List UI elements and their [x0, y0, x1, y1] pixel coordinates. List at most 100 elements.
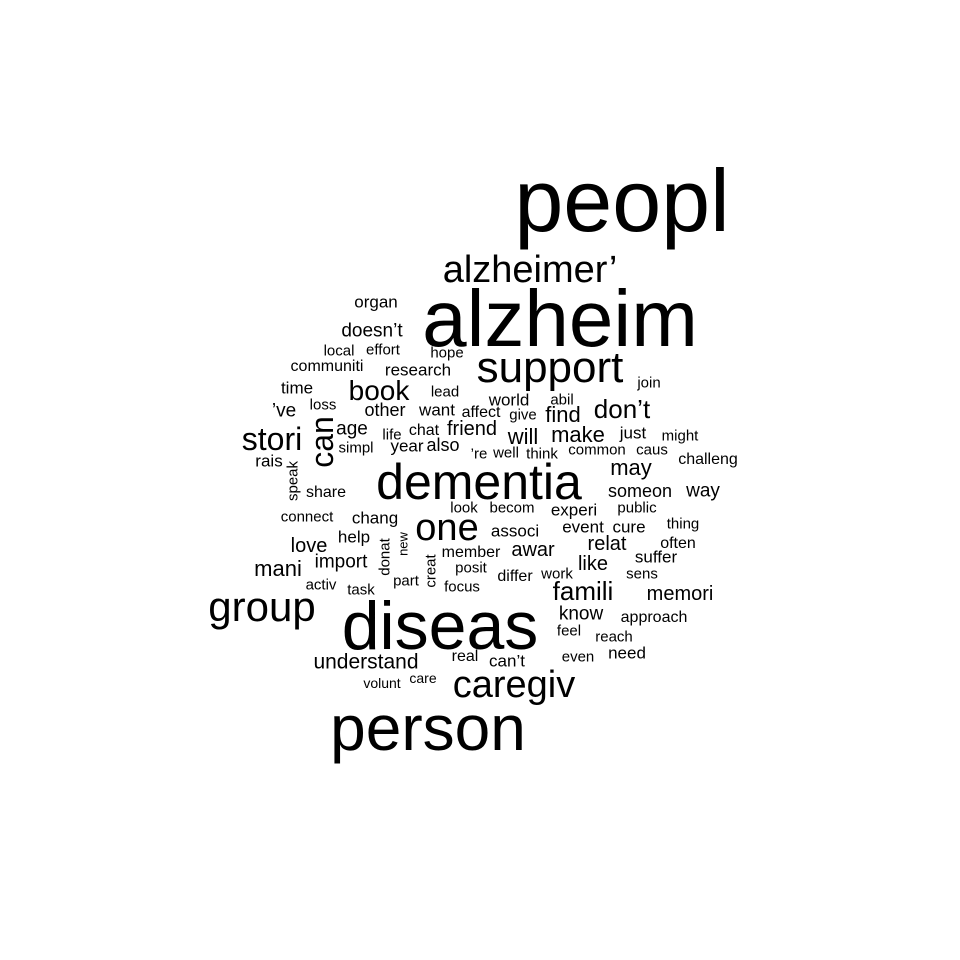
word-will: will: [507, 424, 539, 449]
word-differ: differ: [497, 568, 533, 585]
word-challeng: challeng: [678, 451, 738, 468]
word-work: work: [541, 565, 573, 583]
word-effort: effort: [366, 341, 400, 359]
word-way: way: [686, 480, 720, 502]
word-member: member: [441, 544, 501, 561]
word-world: world: [488, 390, 530, 410]
word-experi: experi: [550, 500, 598, 520]
word-look: look: [450, 499, 478, 517]
word-local: local: [323, 342, 355, 360]
word-feel: feel: [556, 622, 582, 640]
word-one: one: [415, 507, 479, 549]
word-mani: mani: [254, 556, 302, 581]
word-diseas: diseas: [341, 588, 539, 664]
word-time: time: [280, 378, 314, 398]
word-chang: chang: [351, 508, 399, 528]
word-chat: chat: [408, 422, 440, 439]
word-task: task: [347, 581, 375, 599]
word-need: need: [608, 643, 646, 663]
word-make: make: [551, 422, 605, 447]
word-caus: caus: [636, 441, 668, 459]
word-reach: reach: [595, 628, 633, 646]
word-alzheimer: alzheimer’: [442, 249, 618, 291]
word-import: import: [314, 551, 368, 573]
word-lead: lead: [430, 383, 460, 401]
word-join: join: [637, 374, 661, 392]
word-research: research: [384, 360, 452, 380]
word-affect: affect: [461, 404, 501, 421]
word-volunt: volunt: [363, 675, 401, 691]
word-donat: donat: [376, 538, 394, 576]
word-understand: understand: [313, 650, 419, 674]
word-cure: cure: [612, 517, 646, 537]
word-posit: posit: [455, 559, 487, 577]
word-abil: abil: [550, 391, 574, 409]
word-sens: sens: [626, 565, 658, 583]
word-focus: focus: [444, 578, 480, 596]
word-even: even: [561, 648, 595, 666]
word-thing: thing: [666, 515, 700, 533]
word-share: share: [305, 484, 347, 501]
word-common: common: [568, 441, 626, 459]
word-communiti: communiti: [290, 358, 364, 375]
word-stori: stori: [241, 421, 303, 457]
word-organ: organ: [354, 292, 398, 312]
word-book: book: [348, 375, 410, 406]
word-public: public: [617, 499, 657, 517]
word-help: help: [337, 527, 371, 547]
word-memori: memori: [646, 583, 714, 605]
word-age: age: [336, 418, 368, 440]
word-peopl: peopl: [514, 151, 730, 250]
word-relat: relat: [587, 533, 627, 555]
word-dont: don’t: [593, 394, 651, 424]
word-group: group: [208, 583, 316, 630]
word-doesnt: doesn’t: [341, 320, 403, 342]
word-simpl: simpl: [338, 439, 374, 457]
word-loss: loss: [309, 396, 337, 414]
word-caregiv: caregiv: [452, 664, 576, 706]
word-often: often: [660, 535, 696, 552]
word-friend: friend: [446, 418, 498, 440]
word-hope: hope: [430, 344, 464, 362]
word-like: like: [577, 553, 609, 575]
word-alzheim: alzheim: [422, 274, 698, 363]
word-want: want: [419, 400, 455, 420]
word-connect: connect: [280, 508, 334, 526]
word-becom: becom: [489, 499, 535, 517]
word-part: part: [393, 572, 419, 590]
word-love: love: [290, 535, 328, 557]
word-event: event: [562, 517, 604, 537]
word-just: just: [619, 423, 647, 443]
word-approach: approach: [620, 609, 688, 626]
word-dementia: dementia: [376, 454, 582, 510]
word-associ: associ: [490, 521, 540, 541]
word-famili: famili: [552, 576, 614, 606]
word-other: other: [364, 400, 406, 420]
word-well: well: [493, 444, 519, 462]
word-new: new: [395, 532, 411, 556]
word-real: real: [451, 648, 479, 665]
word-also: also: [426, 435, 460, 455]
word-give: give: [509, 406, 537, 424]
word-awar: awar: [511, 539, 555, 561]
word-someon: someon: [607, 481, 673, 501]
word-person: person: [330, 692, 526, 764]
word-think: think: [526, 445, 558, 463]
word-activ: activ: [305, 576, 337, 594]
word-speak: speak: [284, 460, 302, 502]
word-might: might: [661, 427, 699, 445]
word-find: find: [545, 402, 581, 427]
word-cant: can’t: [489, 651, 525, 671]
word-know: know: [558, 603, 604, 625]
word-life: life: [382, 426, 402, 444]
word-year: year: [390, 436, 424, 456]
word-suffer: suffer: [634, 547, 678, 567]
word-creat: creat: [422, 554, 440, 588]
word-support: support: [476, 343, 624, 392]
word-may: may: [610, 455, 652, 480]
word-ve: ’ve: [271, 400, 297, 422]
word-can: can: [304, 416, 340, 468]
word-re: ’re: [470, 445, 488, 463]
word-care: care: [409, 670, 437, 686]
